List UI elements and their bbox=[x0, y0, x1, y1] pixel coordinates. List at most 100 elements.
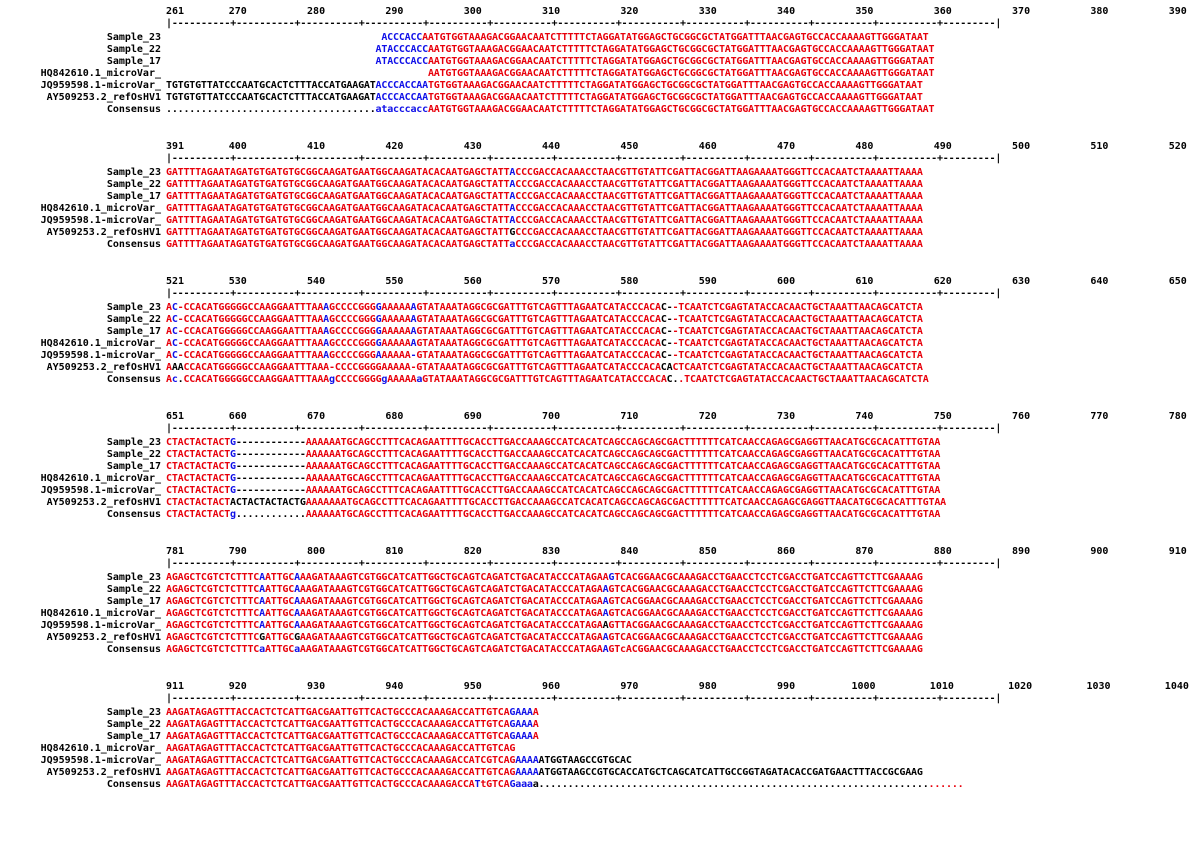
sequence-residues: Ac.CCACATGGGGGCCAAGGAATTTAAAgCCCCGGGGgAA… bbox=[166, 374, 929, 386]
residue-run: GTATAAATAGGCGCGATTTGTCAGTTTAGAATCATACCCA… bbox=[416, 302, 661, 313]
ruler-tick: 450 bbox=[620, 141, 639, 152]
residue-run: AAAAA bbox=[381, 338, 411, 349]
sequence-name: AY509253.2_refOsHV1 bbox=[46, 767, 161, 778]
sequence-name: Sample_22 bbox=[106, 179, 161, 190]
ruler-tick: 290 bbox=[385, 6, 404, 17]
residue-run: C- bbox=[660, 314, 673, 325]
residue-run: CCCGACCACAAACCTAACGTTGTATTCGATTACGGATTAA… bbox=[515, 215, 923, 226]
sequence-row: HQ842610.1_microVar_ AC-CCACATGGGGGCCAAGG… bbox=[4, 338, 1200, 350]
residue-run: GATTTTAGAATAGATGTGATGTGCGGCAAGATGAATGGCA… bbox=[166, 239, 510, 250]
sequence-residues: AC-CCACATGGGGGCCAAGGAATTTAAAGCCCCGGGGAAA… bbox=[166, 338, 923, 350]
residue-run: GATTTTAGAATAGATGTGATGTGCGGCAAGATGAATGGCA… bbox=[166, 227, 510, 238]
sequence-name: Sample_23 bbox=[106, 572, 161, 583]
residue-run: g bbox=[230, 509, 236, 520]
sequence-name: AY509253.2_refOsHV1 bbox=[46, 227, 161, 238]
alignment-block: 391 400 410 420 430 440 450 460 470 480 490 500 510 5… bbox=[4, 141, 1200, 276]
residue-run: ATACCCACC bbox=[375, 44, 429, 55]
sequence-name: AY509253.2_refOsHV1 bbox=[46, 497, 161, 508]
residue-run: G bbox=[375, 326, 382, 337]
residue-run: -TCAATCTCGAGTATACCACAACTGCTAAATTAACAGCAT… bbox=[672, 326, 923, 337]
sequence-row: Sample_23 ACCCACCAATGTGGTAAAGACGGAACAATC… bbox=[4, 32, 1200, 44]
sequence-residues: AGAGCTCGTCTCTTTCGATTGCGAAGATAAAGTCGTGGCA… bbox=[166, 632, 923, 644]
ruler-tick: 590 bbox=[698, 276, 717, 287]
sequence-row: Consensus...............................… bbox=[4, 104, 1200, 116]
sequence-residues: AAGATAGAGTTTACCACTCTCATTGACGAATTGTTCACTG… bbox=[166, 755, 632, 767]
ruler-tick: 580 bbox=[620, 276, 639, 287]
ruler-tick: 650 bbox=[1168, 276, 1187, 287]
residue-run: g bbox=[329, 374, 335, 385]
residue-run: ATACCCACC bbox=[375, 56, 429, 67]
ruler-tick: 660 bbox=[228, 411, 247, 422]
sequence-name: HQ842610.1_microVar_ bbox=[40, 743, 161, 754]
sequence-residues: AC-CCACATGGGGGCCAAGGAATTTAAAGCCCCGGGAAAA… bbox=[166, 350, 923, 362]
sequence-row: JQ959598.1-microVar_ AC-CCACATGGGGGCCAAGG… bbox=[4, 350, 1200, 362]
ruler-numbers: 261 270 280 290 300 310 320 330 340 350 360 370 380 3… bbox=[4, 6, 1200, 18]
sequence-name: Consensus bbox=[106, 509, 161, 520]
residue-run: TGTGTGTTATCCCAATGCACTCTTTACCATGAAGAT bbox=[166, 92, 376, 103]
residue-run: ------------ bbox=[235, 437, 306, 448]
residue-run: ATTGC bbox=[264, 596, 295, 607]
alignment-block: 651 660 670 680 690 700 710 720 730 740 750 760 770 7… bbox=[4, 411, 1200, 546]
residue-run: GTCACGGAACGCAAAGACCTGAACCTCCTCGACCTGATCC… bbox=[608, 608, 923, 619]
sequence-row: JQ959598.1-microVar_ TGTGTGTTATCCCAATGCAC… bbox=[4, 80, 1200, 92]
sequence-residues: ....................................atac… bbox=[166, 104, 935, 116]
sequence-row: Sample_17 GATTTTAGAATAGATGTGATGTGCGGCAAGA… bbox=[4, 191, 1200, 203]
ruler-tick: 440 bbox=[542, 141, 561, 152]
residue-run: AATGTGGTAAAGACGGAACAATCTTTTTCTAGGATATGGA… bbox=[427, 56, 935, 67]
residue-run: ATGGTAAGCCGTGCACCATGCTCAGCATCATTGCCGGTAG… bbox=[538, 767, 923, 778]
residue-run: GTTACGGAACGCAAAGACCTGAACCTCCTCGACCTGATCC… bbox=[608, 620, 923, 631]
residue-run: AAAA bbox=[515, 755, 539, 766]
ruler-tick: 710 bbox=[620, 411, 639, 422]
sequence-row: Sample_22 AGAGCTCGTCTCTTTCAATTGCAAAGATAAA… bbox=[4, 584, 1200, 596]
residue-run: A bbox=[509, 167, 516, 178]
sequence-row: Consensus AGAGCTCGTCTCTTTCaATTGCaAAGATAAA… bbox=[4, 644, 1200, 656]
sequence-residues: AGAGCTCGTCTCTTTCAATTGCAAAGATAAAGTCGTGGCA… bbox=[166, 596, 923, 608]
ruler-tick: 521 bbox=[166, 276, 185, 287]
residue-run: GCCCCGGG bbox=[329, 302, 376, 313]
residue-run: C bbox=[171, 338, 178, 349]
residue-run: G bbox=[230, 461, 236, 472]
residue-run: ATTGC bbox=[264, 584, 295, 595]
sequence-residues: AAGATAGAGTTTACCACTCTCATTGACGAATTGTTCACTG… bbox=[166, 707, 539, 719]
residue-run: -TCAATCTCGAGTATACCACAACTGCTAAATTAACAGCAT… bbox=[672, 302, 923, 313]
residue-run: A bbox=[602, 632, 609, 643]
residue-run: G bbox=[230, 449, 236, 460]
residue-run: CCCGACCACAAACCTAACGTTGTATTCGATTACGGATTAA… bbox=[515, 227, 923, 238]
residue-run: AAGATAGAGTTTACCACTCTCATTGACGAATTGTTCACTG… bbox=[166, 767, 516, 778]
sequence-residues: AC-CCACATGGGGGCCAAGGAATTTAAAGCCCCGGGGAAA… bbox=[166, 314, 923, 326]
sequence-row: Sample_23 AAGATAGAGTTTACCACTCTCATTGACGAAT… bbox=[4, 707, 1200, 719]
residue-run: CCACATGGGGGCCAAGGAATTTAAA-CCCCGGGGAAAAA-… bbox=[183, 362, 661, 373]
residue-run: A bbox=[602, 596, 609, 607]
sequence-row: AY509253.2_refOsHV1 TGTGTGTTATCCCAATGCACT… bbox=[4, 92, 1200, 104]
residue-run: A bbox=[532, 719, 539, 730]
residue-run: GCCCCGGG bbox=[329, 326, 376, 337]
residue-run: AAGATAGAGTTTACCACTCTCATTGACGAATTGTTCACTG… bbox=[166, 779, 475, 790]
ruler-tick: 1010 bbox=[929, 681, 954, 692]
residue-run: -CCACATGGGGGCCAAGGAATTTAA bbox=[177, 350, 324, 361]
residue-run: CTACTACTACT bbox=[166, 461, 231, 472]
residue-run: A bbox=[166, 350, 172, 361]
sequence-residues: CTACTACTACTACTACTACTACTGAAAAAAATGCAGCCTT… bbox=[166, 497, 946, 509]
residue-run: A bbox=[323, 302, 329, 313]
ruler-tick: 780 bbox=[1168, 411, 1187, 422]
residue-run: CTACTACTACT bbox=[166, 497, 231, 508]
sequence-row: HQ842610.1_microVar_ AATGTGGTAAAGACGGAAC… bbox=[4, 68, 1200, 80]
residue-run: A bbox=[509, 203, 516, 214]
residue-run: AA bbox=[171, 362, 184, 373]
ruler-tick: 340 bbox=[777, 6, 796, 17]
residue-run: C- bbox=[660, 326, 673, 337]
residue-run: AGAGCTCGTCTCTTTC bbox=[166, 620, 260, 631]
sequence-residues: GATTTTAGAATAGATGTGATGTGCGGCAAGATGAATGGCA… bbox=[166, 203, 923, 215]
sequence-residues: AC-CCACATGGGGGCCAAGGAATTTAAAGCCCCGGGGAAA… bbox=[166, 302, 923, 314]
residue-run: GTCACGGAACGCAAAGACCTGAACCTCCTCGACCTGATCC… bbox=[608, 632, 923, 643]
sequence-name: AY509253.2_refOsHV1 bbox=[46, 362, 161, 373]
residue-run: G bbox=[375, 338, 382, 349]
residue-run: AAAAA bbox=[381, 314, 411, 325]
residue-run: AAAAA bbox=[387, 374, 417, 385]
residue-run: AAGATAGAGTTTACCACTCTCATTGACGAATTGTTCACTG… bbox=[166, 731, 510, 742]
ruler-tick: 620 bbox=[933, 276, 952, 287]
sequence-row: Sample_23 AGAGCTCGTCTCTTTCAATTGCAAAGATAAA… bbox=[4, 572, 1200, 584]
ruler-numbers: 911 920 930 940 950 960 970 980 990 1000 1010 1020 1… bbox=[4, 681, 1200, 693]
residue-run: A bbox=[323, 314, 329, 325]
sequence-residues: CTACTACTACTG------------AAAAAATGCAGCCTTT… bbox=[166, 473, 940, 485]
